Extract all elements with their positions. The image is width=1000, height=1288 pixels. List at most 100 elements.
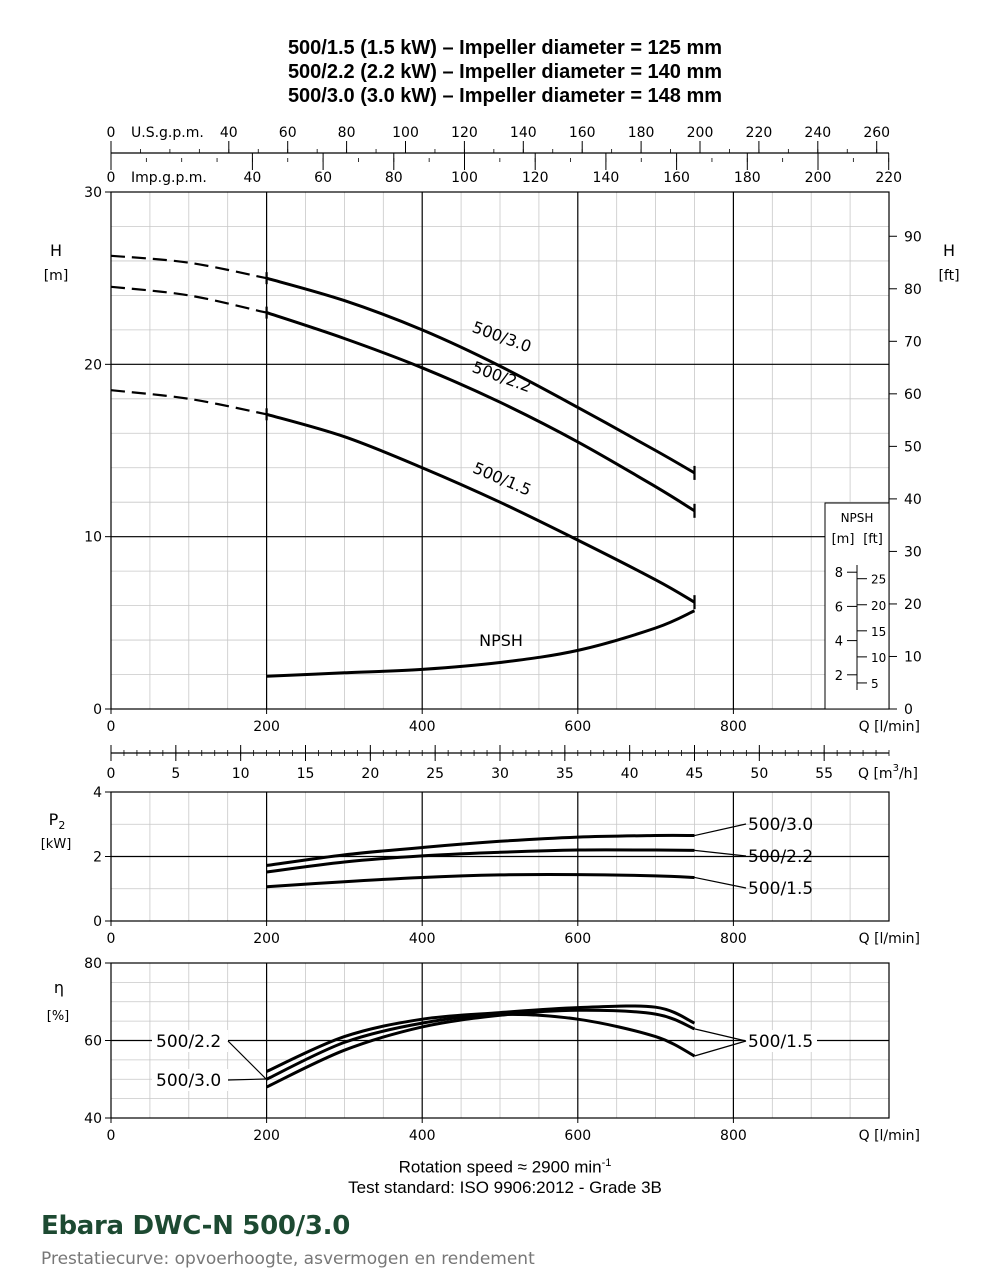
impgpm-tick-label: 180: [734, 170, 761, 186]
npsh-inset-ft-label: 10: [871, 651, 886, 665]
impgpm-tick-label: 40: [243, 170, 261, 186]
y-tick-label: 4: [93, 785, 102, 801]
y-axis-unit: [kW]: [41, 837, 72, 852]
m3h-tick-label: 50: [750, 766, 768, 782]
usgpm-tick-label: 0: [107, 125, 116, 141]
series-label-500/1.5: 500/1.5: [748, 1032, 813, 1052]
x-tick-label: 400: [409, 931, 436, 947]
right-axis-tick-label: 0: [904, 702, 913, 718]
x-tick-label: 800: [720, 719, 747, 735]
y-tick-label: 0: [93, 914, 102, 930]
m3h-axis-label: Q [m3/h]: [858, 763, 918, 782]
usgpm-tick-label: 100: [392, 125, 419, 141]
usgpm-axis-label: U.S.g.p.m.: [131, 125, 204, 141]
x-tick-label: 600: [564, 931, 591, 947]
series-label-500/2.2: 500/2.2: [156, 1032, 221, 1052]
usgpm-tick-label: 200: [687, 125, 714, 141]
y-tick-label: 40: [84, 1111, 102, 1127]
x-axis-label: Q [l/min]: [859, 931, 920, 947]
impgpm-tick-label: 80: [385, 170, 403, 186]
npsh-inset-ft-label: 15: [871, 625, 886, 639]
npsh-inset-m-label: 6: [835, 600, 843, 615]
right-axis-tick-label: 40: [904, 492, 922, 508]
npsh-inset-ft-label: 20: [871, 599, 886, 613]
y-axis-label: P2: [49, 810, 66, 832]
usgpm-tick-label: 180: [628, 125, 655, 141]
curve-head-500/1.5: [266, 412, 696, 604]
m3h-tick-label: 10: [232, 766, 250, 782]
x-tick-label: 800: [720, 931, 747, 947]
product-subtitle: Prestatiecurve: opvoerhoogte, asvermogen…: [41, 1249, 535, 1269]
npsh-inset-ft-label: 5: [871, 677, 879, 691]
npsh-inset-unit-m: [m]: [832, 532, 855, 547]
leader-line: [694, 1040, 747, 1057]
usgpm-tick-label: 120: [451, 125, 478, 141]
y-tick-label: 10: [84, 530, 102, 546]
leader-line: [694, 823, 747, 837]
series-label-500/1.5: 500/1.5: [748, 879, 813, 899]
curve-head-500/2.2: [266, 311, 696, 513]
x-tick-label: 0: [107, 719, 116, 735]
right-axis-tick-label: 10: [904, 649, 922, 665]
npsh-inset-ft-label: 25: [871, 573, 886, 587]
usgpm-tick-label: 220: [746, 125, 773, 141]
usgpm-tick-label: 240: [804, 125, 831, 141]
curve-dashed-500/3.0: [110, 254, 267, 280]
npsh-inset-unit-ft: [ft]: [863, 532, 883, 547]
y-tick-label: 20: [84, 357, 102, 373]
product-title: Ebara DWC-N 500/3.0: [41, 1211, 351, 1241]
pump-performance-chart: 0 40 60 80 100 120 140 160 180 200 220 240 260U.S.g.…: [41, 125, 960, 1144]
y-tick-label: 80: [84, 956, 102, 972]
plot-frame: [110, 191, 890, 710]
title-line-1: 500/1.5 (1.5 kW) – Impeller diameter = 1…: [287, 37, 723, 59]
leader-line: [227, 1040, 268, 1080]
usgpm-tick-label: 60: [279, 125, 297, 141]
chart-title: 500/1.5 (1.5 kW) – Impeller diameter = 1…: [0, 36, 1000, 108]
curve-head-NPSH: [266, 609, 696, 678]
y-tick-label: 30: [84, 185, 102, 201]
x-tick-label: 200: [253, 719, 280, 735]
series-label-500/3.0: 500/3.0: [470, 317, 534, 356]
m3h-tick-label: 5: [171, 766, 180, 782]
leader-line: [694, 876, 747, 889]
series-label-500/2.2: 500/2.2: [748, 847, 813, 867]
y-tick-label: 0: [93, 702, 102, 718]
impgpm-tick-label: 200: [805, 170, 832, 186]
label-bg: [152, 1069, 228, 1091]
title-line-2: 500/2.2 (2.2 kW) – Impeller diameter = 1…: [287, 61, 723, 83]
y-axis-label-sub: 2: [58, 819, 65, 832]
x-tick-label: 800: [720, 1128, 747, 1144]
x-tick-label: 0: [107, 931, 116, 947]
npsh-inset-m-label: 8: [835, 566, 843, 581]
curve-power-500/3.0: [266, 833, 695, 867]
curve-dashed-500/2.2: [110, 285, 267, 314]
impgpm-tick-label: 120: [522, 170, 549, 186]
usgpm-tick-label: 140: [510, 125, 537, 141]
right-axis-tick-label: 50: [904, 439, 922, 455]
m3h-tick-label: 20: [361, 766, 379, 782]
curve-eff-500/1.5: [265, 1012, 696, 1081]
series-label-500/2.2: 500/2.2: [470, 357, 534, 396]
right-axis-tick-label: 60: [904, 387, 922, 403]
rotation-speed: Rotation speed ≈ 2900 min-1: [398, 1157, 612, 1177]
curve-power-500/2.2: [266, 848, 695, 874]
x-tick-label: 200: [253, 931, 280, 947]
y-axis-label: H: [50, 241, 62, 260]
leader-line: [227, 1078, 267, 1081]
m3h-axis-label-end: /h]: [899, 766, 918, 782]
leader-line: [694, 849, 747, 857]
curve-eff-500/2.2: [265, 1004, 696, 1073]
m3h-tick-label: 30: [491, 766, 509, 782]
m3h-tick-label: 55: [815, 766, 833, 782]
y-tick-label: 2: [93, 850, 102, 866]
right-axis-tick-label: 70: [904, 334, 922, 350]
x-tick-label: 400: [409, 1128, 436, 1144]
x-axis-label: Q [l/min]: [859, 719, 920, 735]
x-tick-label: 400: [409, 719, 436, 735]
curve-power-500/1.5: [266, 872, 695, 889]
m3h-tick-label: 25: [426, 766, 444, 782]
m3h-tick-label: 40: [621, 766, 639, 782]
series-label-500/3.0: 500/3.0: [748, 815, 813, 835]
usgpm-tick-label: 260: [863, 125, 890, 141]
x-tick-label: 0: [107, 1128, 116, 1144]
